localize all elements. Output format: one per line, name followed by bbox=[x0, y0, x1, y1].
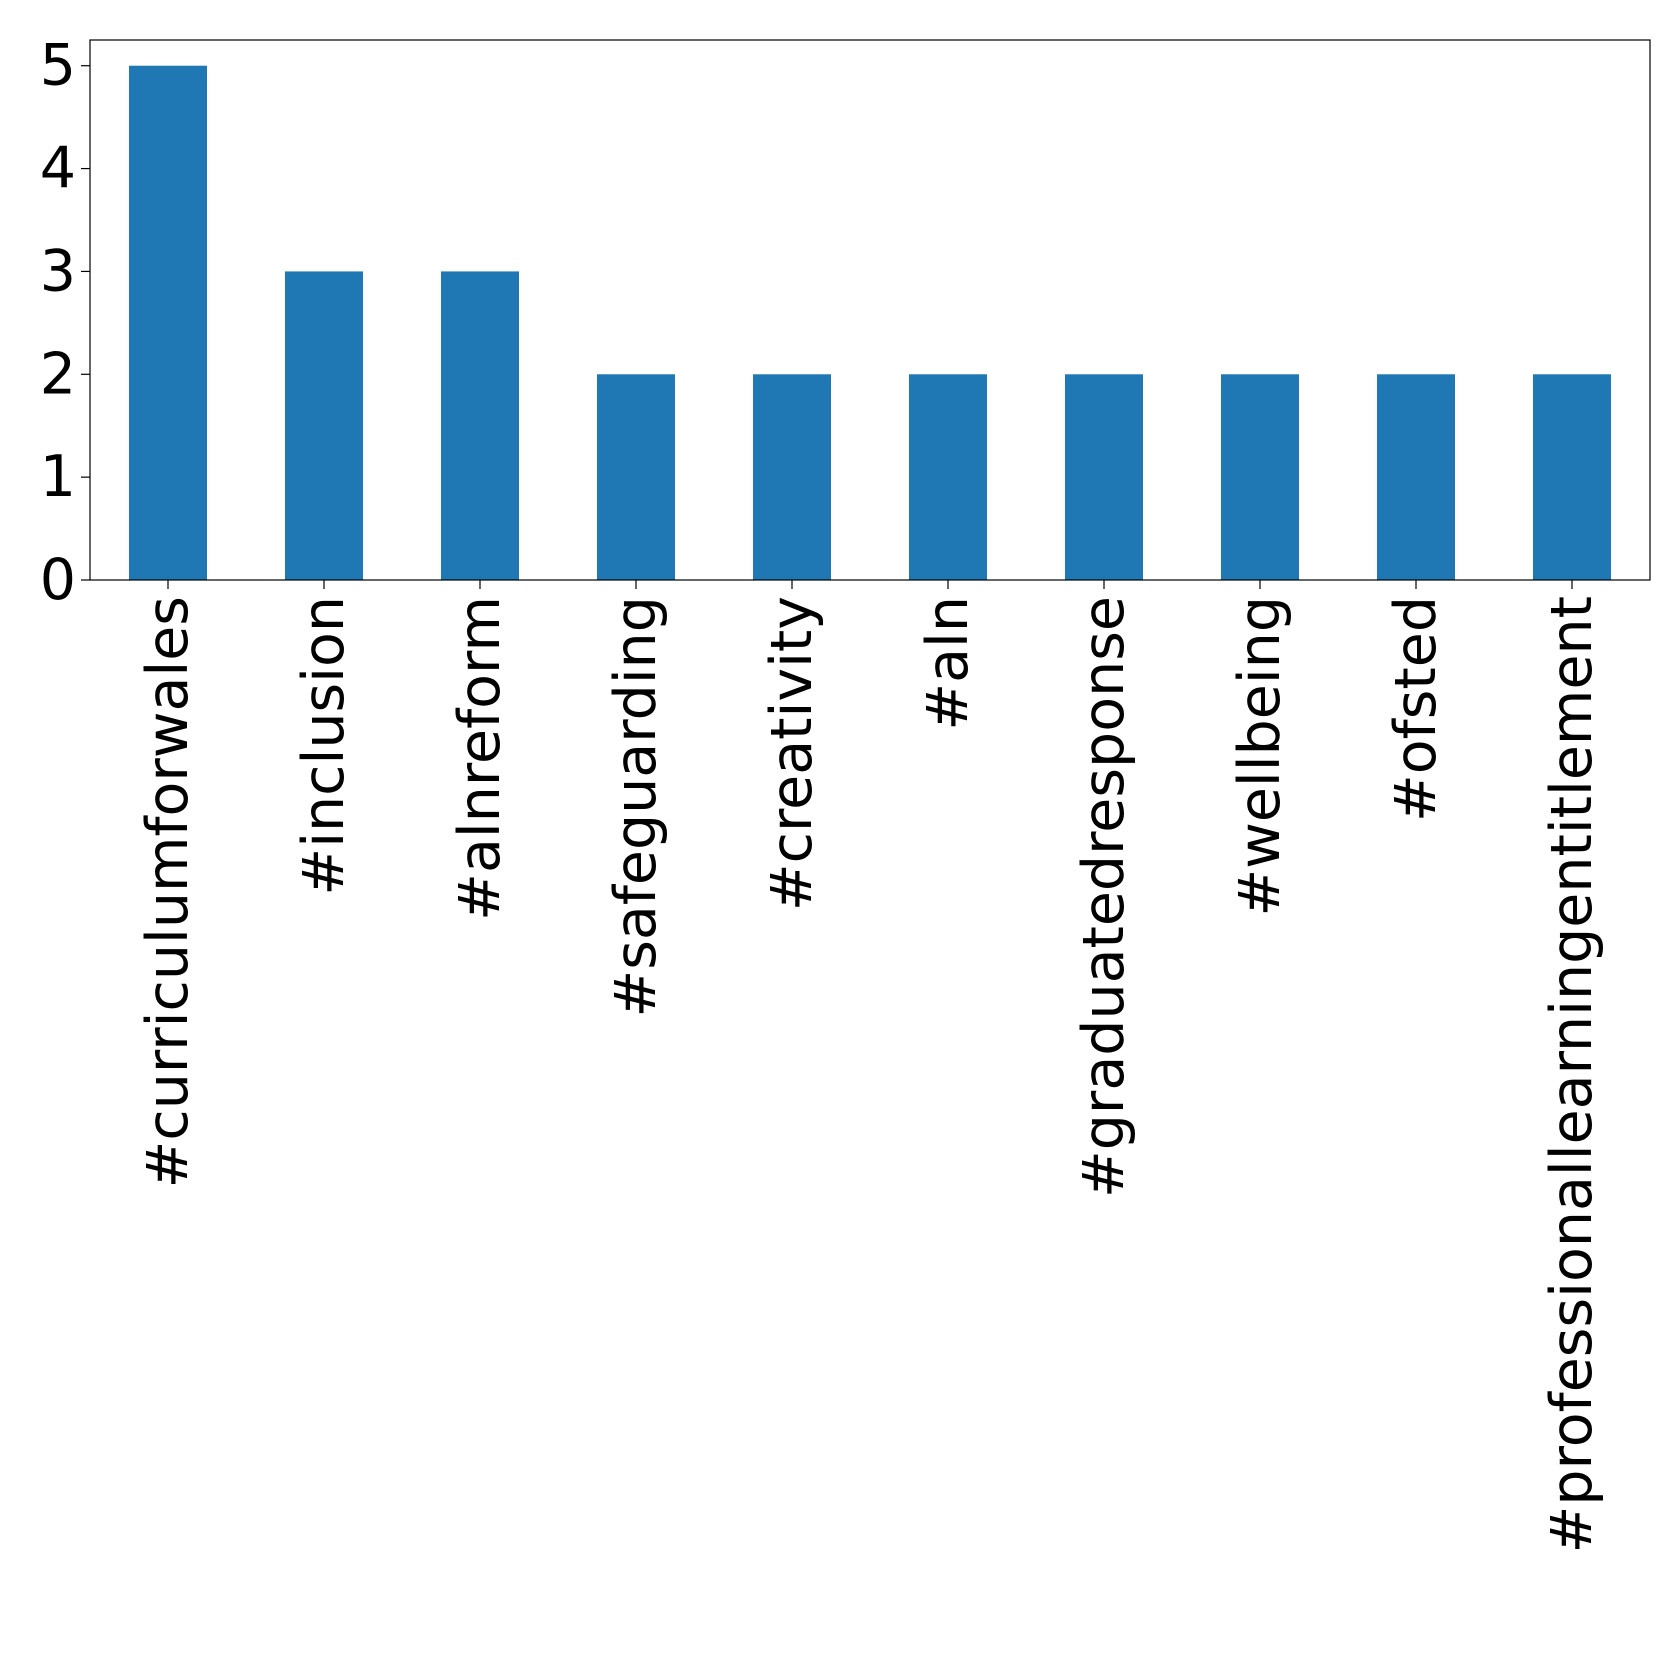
x-tick-label: #graduatedresponse bbox=[1071, 596, 1137, 1198]
y-tick-label: 1 bbox=[40, 444, 76, 510]
bar-aln bbox=[909, 374, 987, 580]
bar-graduatedresponse bbox=[1065, 374, 1143, 580]
bar-wellbeing bbox=[1221, 374, 1299, 580]
x-tick-label: #inclusion bbox=[291, 596, 357, 896]
x-tick-label: #professionallearningentitlement bbox=[1539, 596, 1605, 1553]
x-tick-label: #safeguarding bbox=[603, 596, 669, 1018]
x-tick-label: #ofsted bbox=[1383, 596, 1449, 822]
bar-inclusion bbox=[285, 271, 363, 580]
y-tick-label: 2 bbox=[40, 341, 76, 407]
bar-alnreform bbox=[441, 271, 519, 580]
bar-curriculumforwales bbox=[129, 65, 207, 580]
y-tick-label: 5 bbox=[40, 33, 76, 99]
bar-professionallearningentitlement bbox=[1533, 374, 1611, 580]
x-tick-label: #creativity bbox=[759, 596, 825, 911]
bars-layer bbox=[129, 65, 1611, 580]
y-tick-label: 0 bbox=[40, 547, 76, 613]
bar-creativity bbox=[753, 374, 831, 580]
x-tick-label: #alnreform bbox=[447, 596, 513, 921]
x-axis: #curriculumforwales #inclusion #alnreform #… bbox=[135, 580, 1605, 1553]
bar-ofsted bbox=[1377, 374, 1455, 580]
y-axis: 0 1 2 3 4 5 bbox=[40, 33, 90, 613]
x-tick-label: #aln bbox=[915, 596, 981, 731]
bar-safeguarding bbox=[597, 374, 675, 580]
y-tick-label: 3 bbox=[40, 238, 76, 304]
x-tick-label: #wellbeing bbox=[1227, 596, 1293, 917]
x-tick-label: #curriculumforwales bbox=[135, 596, 201, 1188]
plot-area-frame bbox=[89, 39, 1651, 581]
y-tick-label: 4 bbox=[40, 136, 76, 202]
